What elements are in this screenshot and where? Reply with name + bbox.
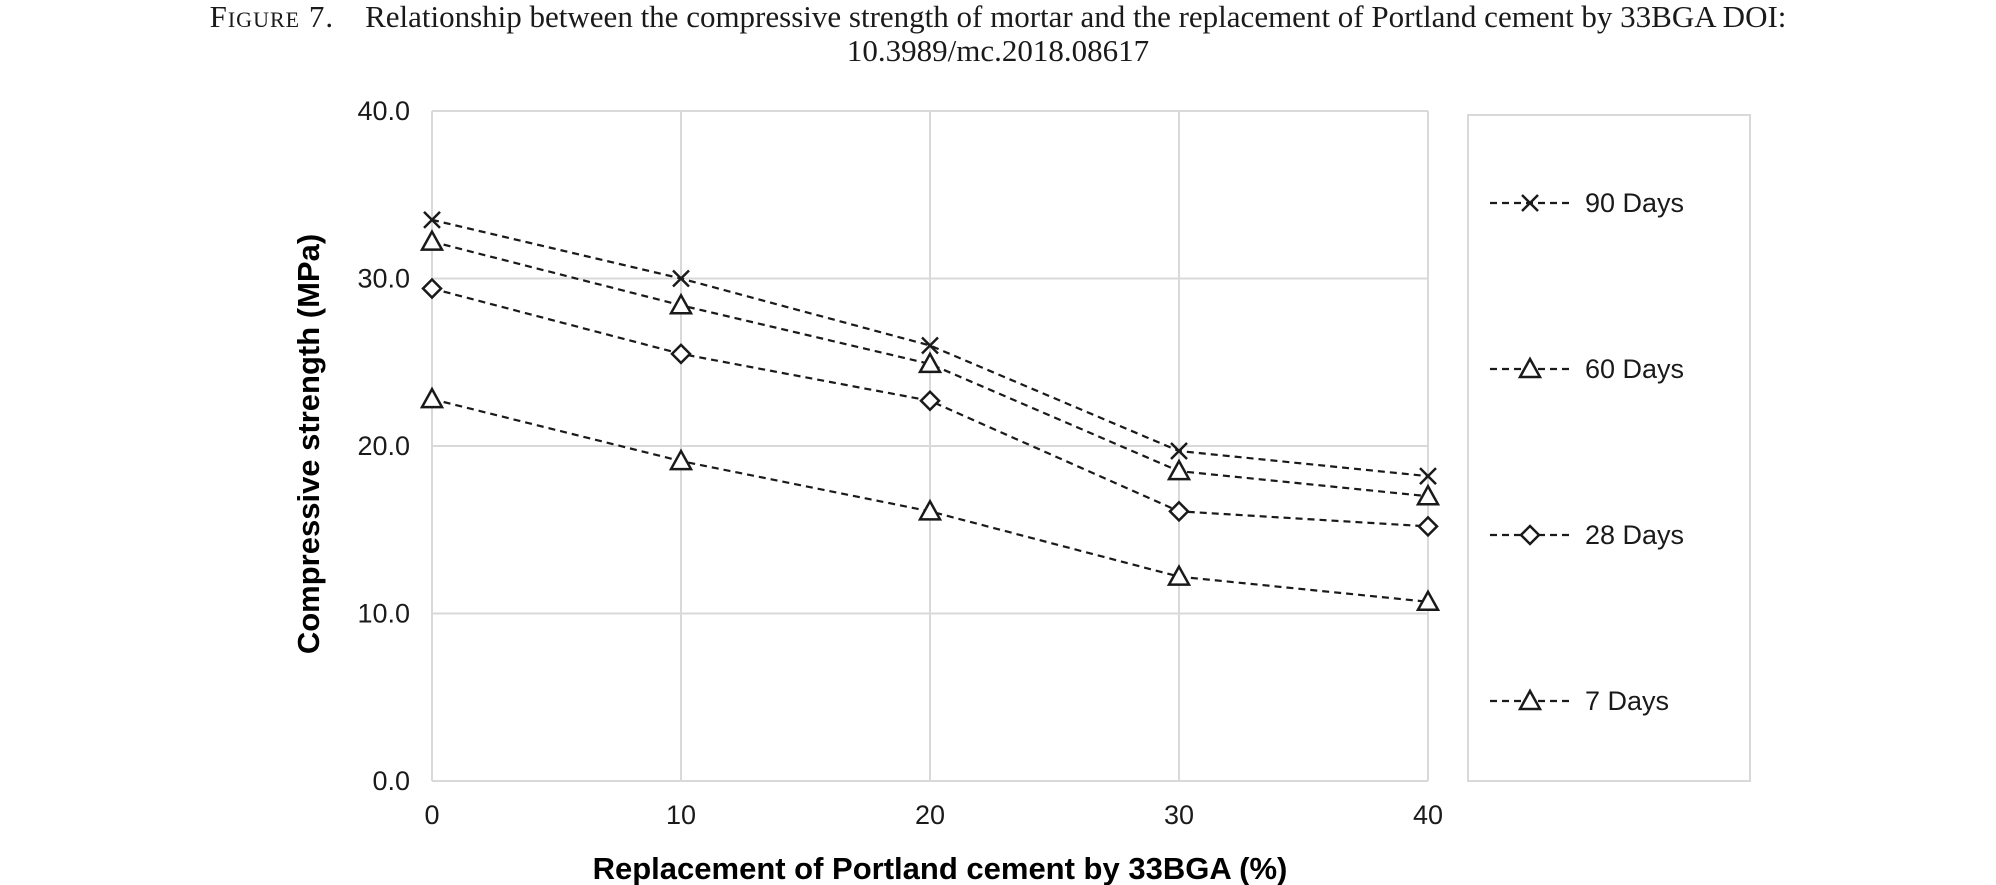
y-tick-label: 20.0	[357, 431, 410, 461]
y-tick-label: 30.0	[357, 264, 410, 294]
legend-label: 28 Days	[1585, 520, 1684, 550]
legend-box	[1467, 114, 1751, 782]
legend-label: 90 Days	[1585, 188, 1684, 218]
x-axis-title: Replacement of Portland cement by 33BGA …	[593, 851, 1288, 885]
data-point-triangle-marker	[1415, 589, 1441, 612]
series-7-days	[419, 386, 1441, 612]
x-tick-label: 20	[915, 800, 945, 830]
x-tick-label: 30	[1164, 800, 1194, 830]
caption-label: Figure 7.	[209, 0, 335, 34]
y-tick-label: 40.0	[357, 96, 410, 126]
caption-line-2: 10.3989/mc.2018.08617	[846, 33, 1150, 68]
figure-caption: Figure 7. Relationship between the compr…	[0, 0, 1996, 68]
legend-label: 7 Days	[1585, 686, 1669, 716]
data-point-triangle-marker	[1166, 564, 1192, 586]
y-axis-ticks: 0.0 10.0 20.0 30.0 40.0	[357, 96, 410, 796]
data-point-triangle-marker	[917, 351, 943, 374]
data-point-triangle-marker	[668, 292, 694, 315]
data-point-triangle-marker	[668, 448, 694, 471]
y-tick-label: 0.0	[372, 766, 410, 796]
x-tick-label: 40	[1413, 800, 1443, 830]
legend-triangle-marker	[1517, 356, 1543, 379]
y-axis-title: Compressive strength (MPa)	[291, 234, 326, 654]
data-point-x-marker	[1419, 467, 1437, 486]
data-point-triangle-marker	[1166, 458, 1192, 481]
x-tick-label: 10	[666, 800, 696, 830]
data-point-diamond-marker	[1417, 515, 1439, 538]
series-90-days	[423, 210, 1437, 486]
data-point-triangle-marker	[419, 229, 445, 251]
data-point-triangle-marker	[419, 386, 445, 409]
caption-line-1: Figure 7. Relationship between the compr…	[0, 0, 1996, 34]
data-point-x-marker	[921, 336, 939, 355]
legend-triangle-marker	[1517, 688, 1543, 711]
data-point-diamond-marker	[1168, 500, 1190, 523]
legend-item-28-days: 28 Days	[1490, 520, 1684, 550]
data-point-diamond-marker	[421, 277, 443, 300]
series-60-days	[419, 229, 1441, 506]
legend-item-60-days: 60 Days	[1490, 354, 1684, 384]
x-tick-label: 0	[424, 800, 439, 830]
legend-diamond-marker	[1519, 524, 1541, 546]
legend-x-marker	[1521, 194, 1539, 212]
data-point-diamond-marker	[919, 390, 941, 412]
data-point-x-marker	[1170, 442, 1188, 460]
x-axis-ticks: 0 10 20 30 40	[424, 800, 1443, 830]
data-point-x-marker	[423, 210, 441, 229]
legend: 90 Days 60 Days 28 Days 7 Days	[1467, 114, 1751, 782]
legend-item-90-days: 90 Days	[1490, 188, 1684, 218]
legend-item-7-days: 7 Days	[1490, 686, 1669, 716]
series-line-90-days	[431, 218, 1429, 478]
y-tick-label: 10.0	[357, 599, 410, 629]
legend-label: 60 Days	[1585, 354, 1684, 384]
data-point-triangle-marker	[1415, 483, 1441, 506]
data-point-triangle-marker	[917, 498, 943, 521]
data-point-x-marker	[672, 269, 690, 288]
series-28-days	[421, 277, 1439, 538]
series-line-60-days	[431, 240, 1429, 498]
grid-lines	[431, 110, 1429, 782]
data-point-diamond-marker	[670, 343, 692, 365]
caption-text: Relationship between the compressive str…	[365, 0, 1787, 34]
series-lines	[419, 210, 1441, 612]
